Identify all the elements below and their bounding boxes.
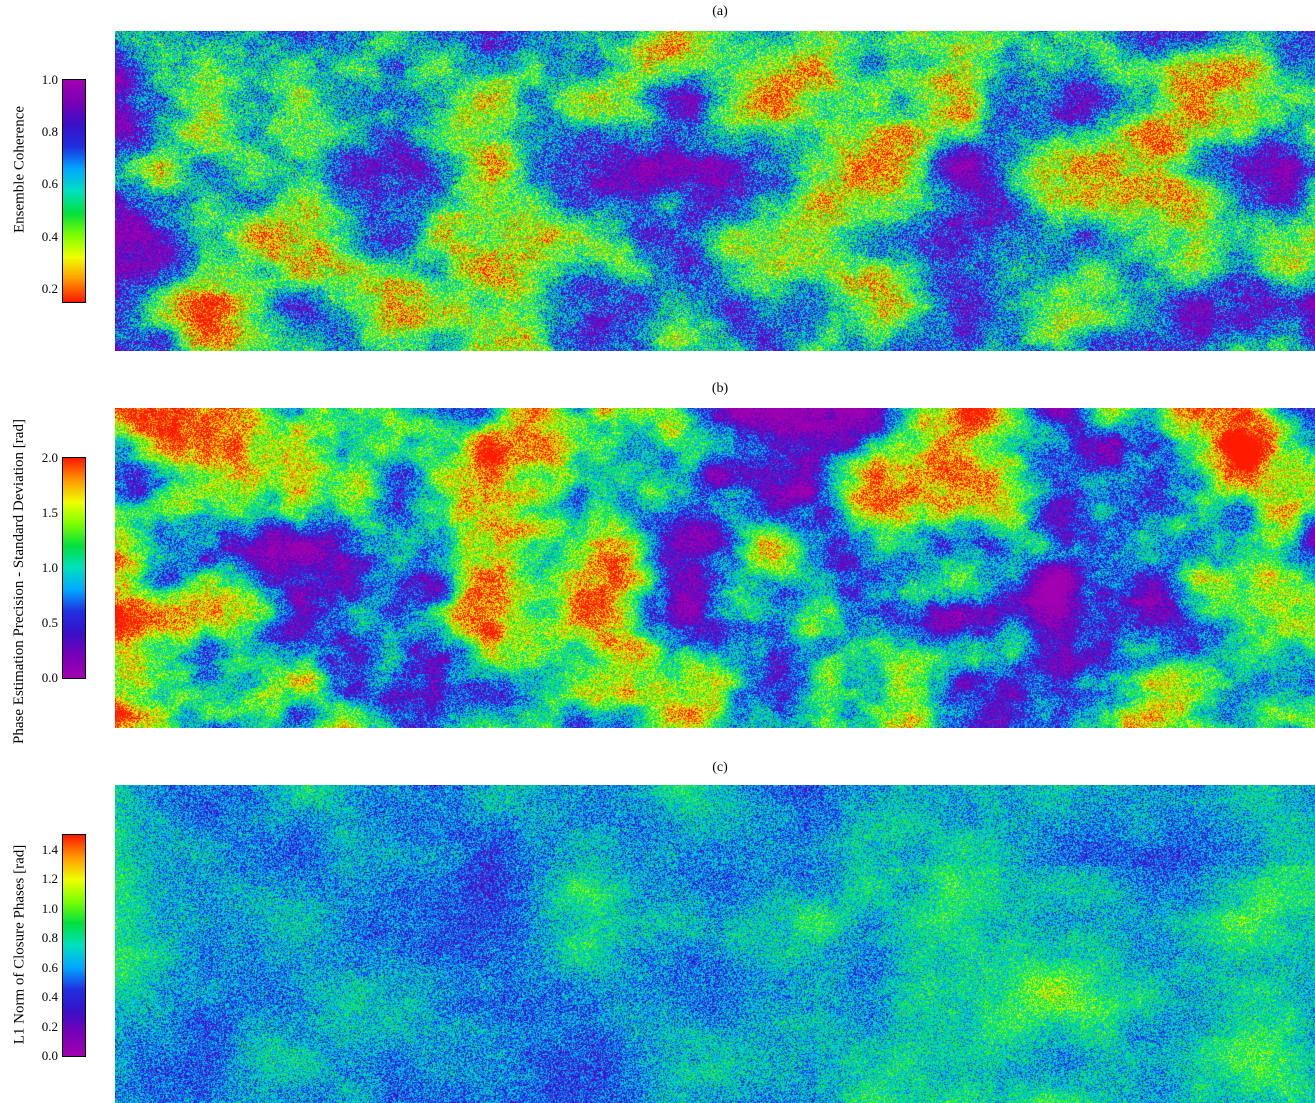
colorbar-tick-label: 0.4: [41, 989, 58, 1005]
closure-phase-map: [115, 785, 1315, 1103]
colorbar-tick-label: 0.0: [41, 670, 58, 685]
colorbar-tick-label: 1.2: [41, 871, 58, 887]
panel-title-b: (b): [711, 381, 729, 396]
colorbar-tick-label: 0.8: [41, 930, 58, 946]
colorbar-tick-label: 0.8: [41, 124, 58, 140]
phase-precision-map: [115, 408, 1315, 728]
coherence-colorbar: [62, 79, 86, 303]
colorbar-tick-label: 0.0: [41, 1048, 58, 1063]
colorbar-tick-label: 0.2: [41, 280, 58, 296]
colorbar-tick-label: 1.5: [41, 505, 58, 520]
colorbar-tick-label: 2.0: [41, 450, 58, 465]
colorbar-tick-label: 1.0: [41, 560, 58, 575]
coherence-map: [115, 31, 1315, 351]
colorbar-tick-label: 0.4: [41, 228, 58, 244]
colorbar-tick-label: 1.0: [41, 900, 58, 916]
colorbar-tick-label: 1.0: [41, 72, 58, 87]
panel-title-c: (c): [712, 760, 728, 775]
phase-precision-colorbar: [62, 457, 86, 679]
closure-phase-axis-label: L1 Norm of Closure Phases [rad]: [11, 844, 28, 1045]
colorbar-tick-label: 0.6: [41, 176, 58, 192]
phase-precision-axis-label: Phase Estimation Precision - Standard De…: [11, 419, 27, 744]
closure-phase-colorbar: [62, 834, 86, 1057]
colorbar-tick-label: 0.5: [41, 615, 58, 630]
coherence-axis-label: Ensemble Coherence: [11, 105, 28, 234]
colorbar-tick-label: 0.6: [41, 959, 58, 975]
panel-title-a: (a): [712, 4, 728, 19]
colorbar-tick-label: 1.4: [41, 841, 58, 857]
colorbar-tick-label: 0.2: [41, 1018, 58, 1034]
